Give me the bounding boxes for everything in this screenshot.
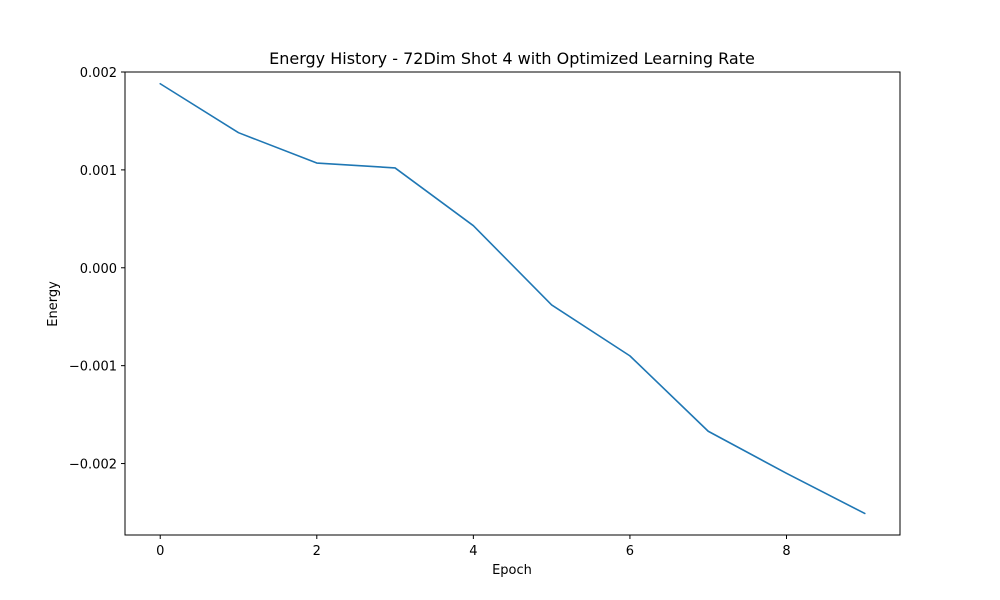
y-tick-label: 0.001 xyxy=(80,164,117,179)
plot-frame xyxy=(124,71,901,536)
y-tick-label: −0.001 xyxy=(69,360,117,375)
x-tick-label: 6 xyxy=(626,544,634,559)
y-tick-label: 0.002 xyxy=(80,66,117,81)
y-tick-label: 0.000 xyxy=(80,262,117,277)
x-tick-label: 8 xyxy=(782,544,790,559)
x-axis-label: Epoch xyxy=(492,563,532,578)
y-axis-ticks: 0.002 0.001 0.000 −0.001 −0.002 xyxy=(69,66,125,473)
x-tick-label: 2 xyxy=(313,544,321,559)
series-layer xyxy=(159,82,866,515)
x-tick-label: 4 xyxy=(469,544,477,559)
y-tick-label: −0.002 xyxy=(69,458,117,473)
energy-series-line xyxy=(159,82,866,515)
chart-title: Energy History - 72Dim Shot 4 with Optim… xyxy=(269,49,755,68)
x-axis-ticks: 0 2 4 6 8 xyxy=(156,535,791,559)
y-axis-label: Energy xyxy=(46,281,61,327)
x-tick-label: 0 xyxy=(156,544,164,559)
